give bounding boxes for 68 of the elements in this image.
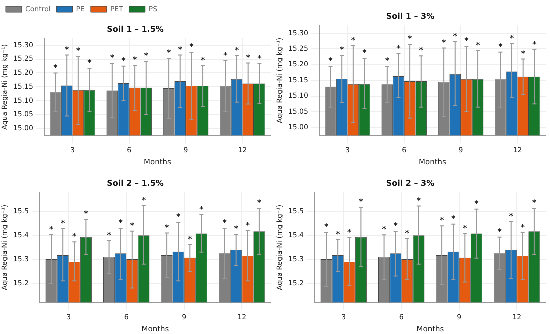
annotation: *: [351, 36, 356, 46]
annotation: *: [234, 46, 240, 56]
chart-title: Soil 2 – 1.5%: [107, 178, 164, 188]
annotation: *: [258, 54, 263, 63]
annotation: *: [419, 46, 424, 56]
annotation: *: [164, 223, 170, 232]
annotation: *: [452, 214, 456, 224]
annotation: *: [234, 224, 240, 234]
annotation: *: [385, 56, 390, 66]
annotation: *: [394, 222, 399, 231]
annotation: *: [65, 45, 70, 54]
annotation: *: [60, 219, 66, 228]
annotation: *: [416, 196, 422, 206]
annotation: *: [122, 56, 127, 66]
annotation: *: [118, 218, 124, 228]
annotation: *: [474, 199, 480, 208]
chart-title: Soil 1 – 3%: [386, 12, 435, 21]
annotation: *: [142, 196, 147, 205]
annotation: *: [464, 36, 470, 46]
annotation: *: [200, 204, 205, 214]
annotation: *: [107, 230, 112, 240]
annotation: *: [166, 48, 172, 58]
annotation: *: [176, 212, 182, 222]
annotation: *: [246, 53, 252, 62]
annotation: *: [359, 198, 364, 207]
annotation: *: [144, 52, 150, 61]
annotation: *: [382, 225, 388, 234]
annotation: *: [54, 63, 59, 72]
annotation: *: [328, 56, 334, 66]
annotation: *: [336, 230, 341, 239]
annotation: *: [521, 49, 526, 58]
annotation: *: [405, 228, 410, 238]
annotation: *: [110, 54, 116, 63]
annotation: *: [442, 38, 447, 48]
chart-title: Soil 1 – 1.5%: [107, 24, 164, 34]
annotation: *: [132, 56, 138, 65]
annotation: *: [396, 44, 402, 53]
annotation: *: [362, 48, 368, 58]
annotation: *: [246, 220, 251, 230]
annotation: *: [324, 222, 330, 232]
annotation: *: [130, 221, 136, 230]
annotation: *: [200, 56, 206, 66]
annotation: *: [498, 227, 503, 236]
annotation: *: [49, 225, 54, 234]
annotation: *: [453, 32, 458, 42]
annotation: *: [257, 198, 262, 208]
annotation: *: [509, 212, 514, 222]
annotation: *: [72, 232, 78, 242]
annotation: *: [498, 42, 504, 52]
annotation: *: [188, 234, 194, 244]
annotation: *: [532, 198, 538, 208]
annotation: *: [520, 222, 526, 232]
annotation: *: [510, 34, 515, 43]
annotation: *: [76, 46, 82, 56]
annotation: *: [222, 218, 228, 228]
annotation: *: [224, 50, 229, 60]
annotation: *: [84, 210, 90, 219]
annotation: *: [348, 228, 353, 238]
annotation: *: [190, 42, 195, 52]
annotation: *: [340, 46, 345, 55]
annotation: *: [440, 216, 445, 226]
annotation: *: [408, 34, 413, 44]
chart-title: Soil 2 – 3%: [386, 178, 435, 188]
annotation: *: [532, 40, 538, 49]
annotation: *: [476, 40, 481, 50]
annotation: *: [88, 58, 93, 68]
annotation: *: [178, 45, 184, 54]
annotation: *: [463, 224, 468, 233]
